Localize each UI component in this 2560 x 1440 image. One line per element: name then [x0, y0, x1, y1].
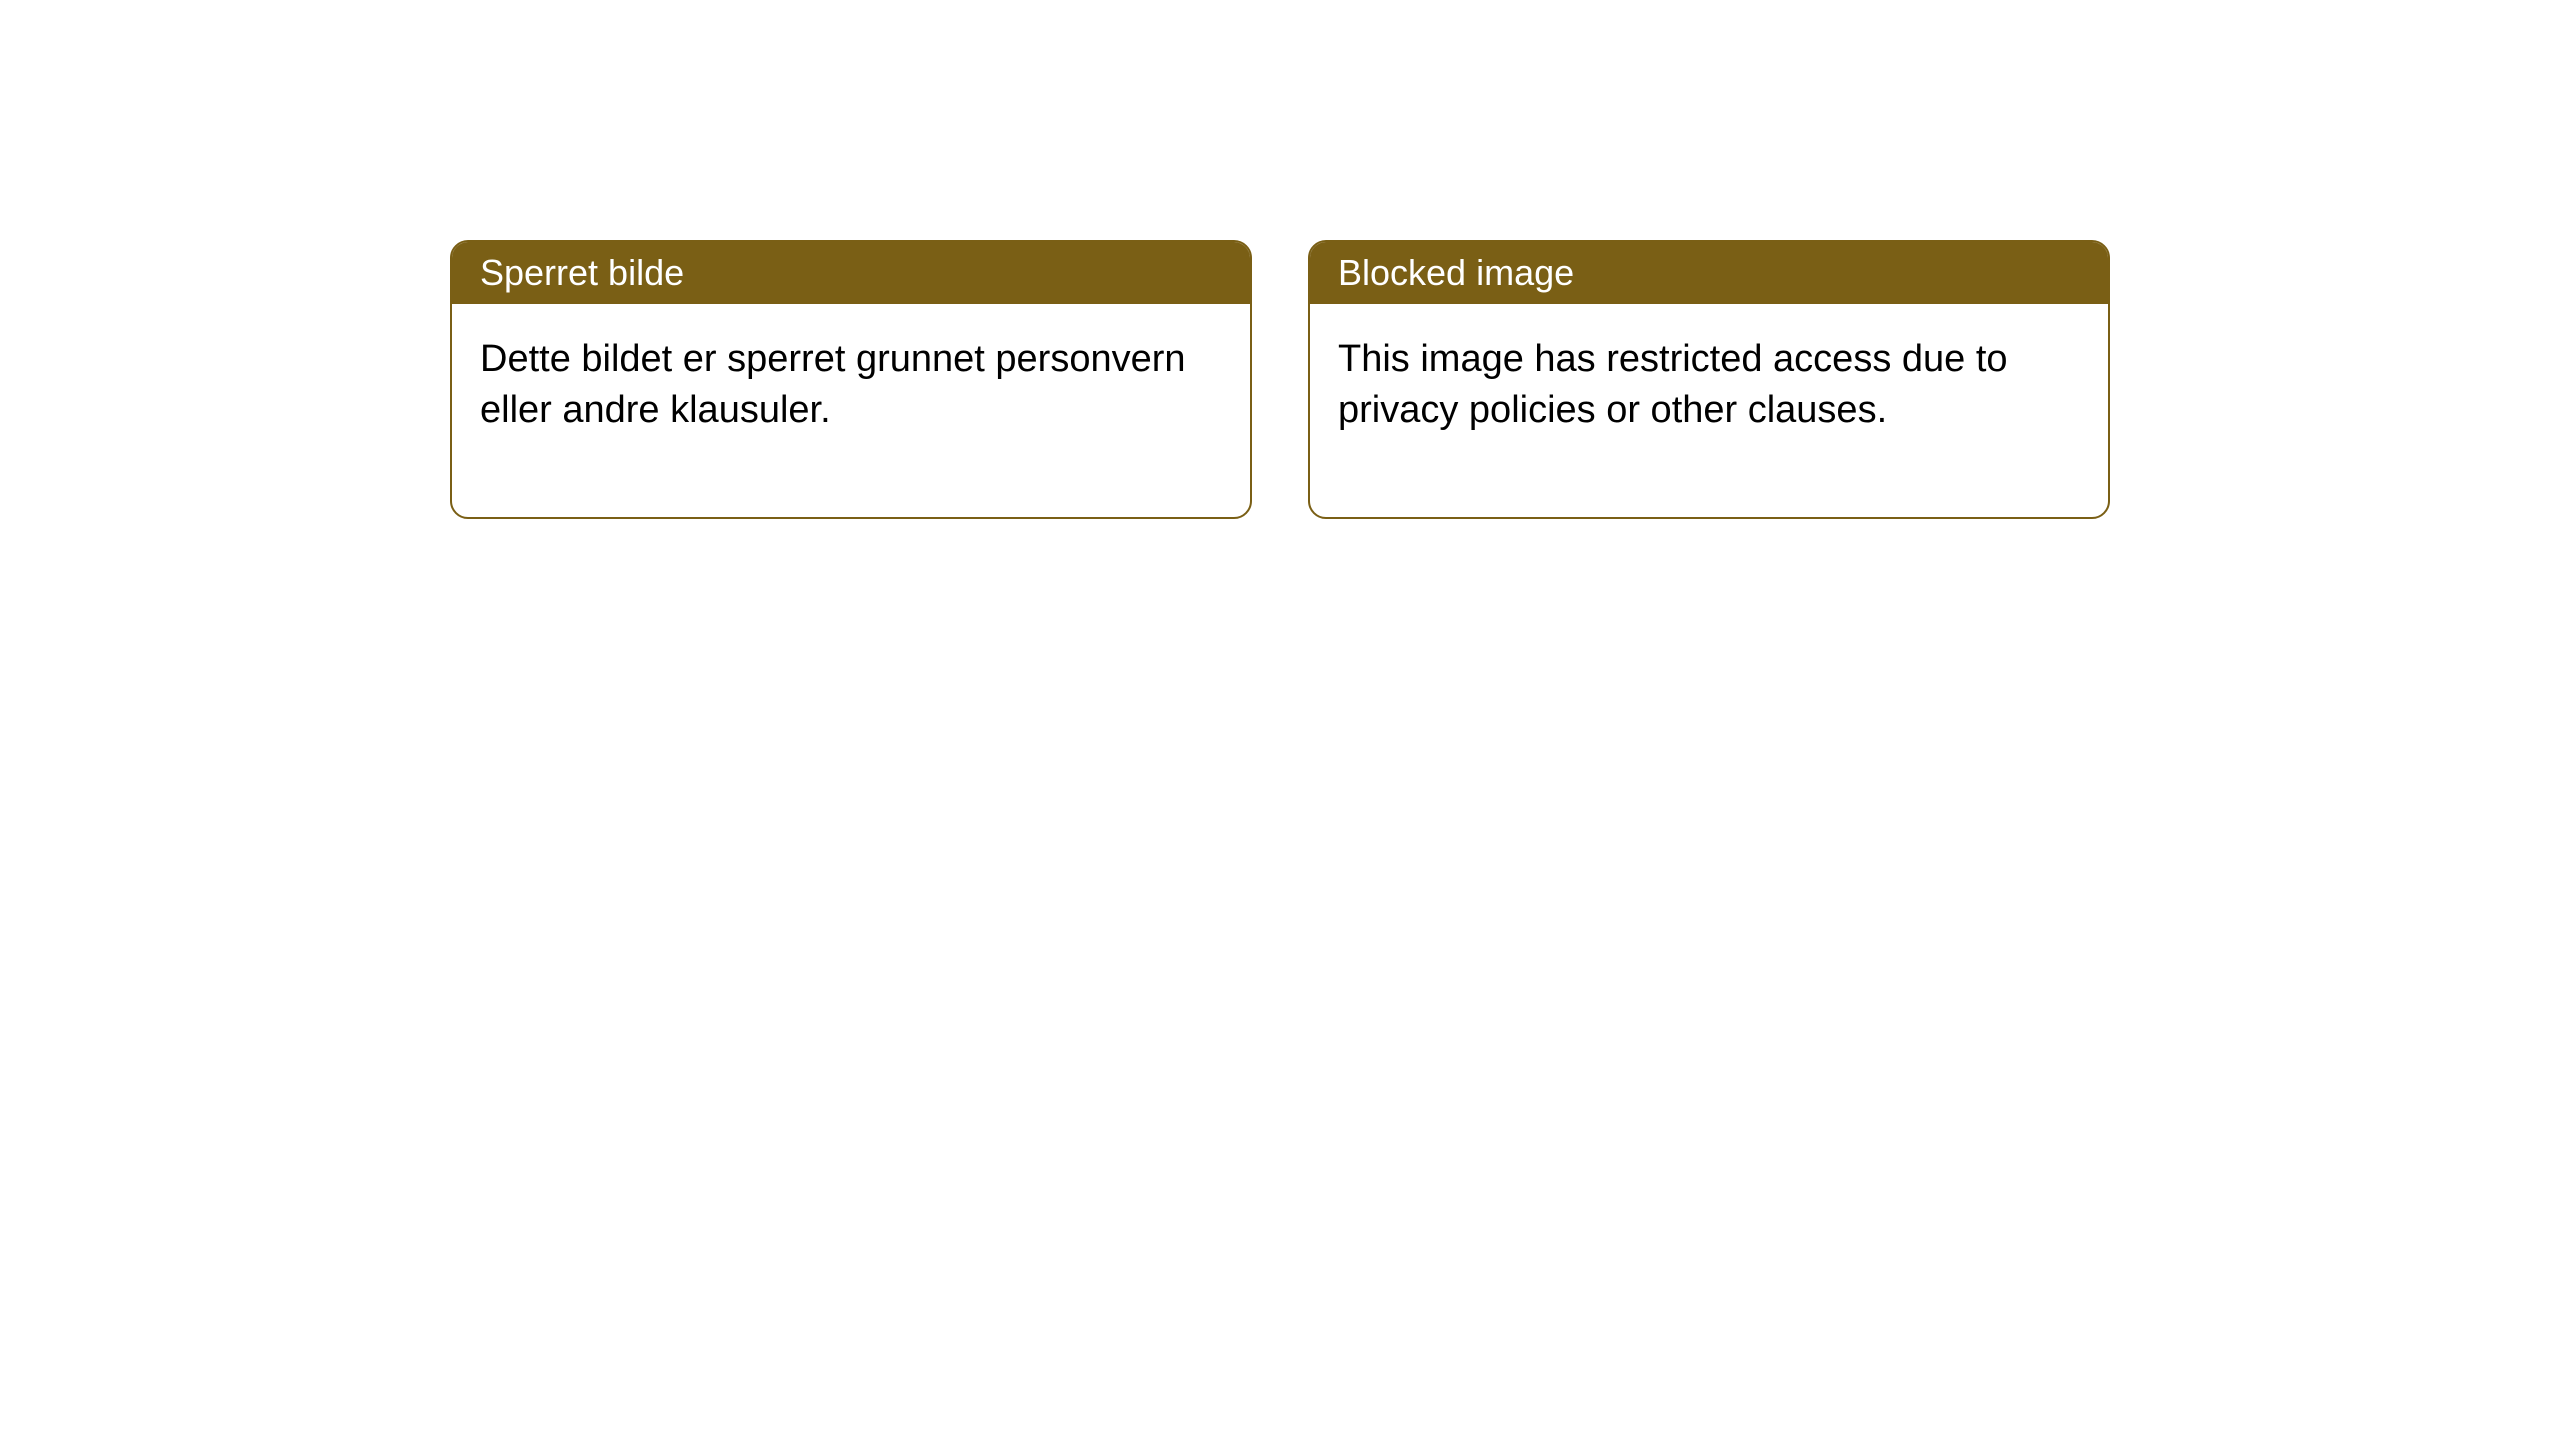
notice-body-norwegian: Dette bildet er sperret grunnet personve… [452, 304, 1250, 517]
notice-container: Sperret bilde Dette bildet er sperret gr… [0, 0, 2560, 519]
notice-header-english: Blocked image [1310, 242, 2108, 304]
notice-card-norwegian: Sperret bilde Dette bildet er sperret gr… [450, 240, 1252, 519]
notice-card-english: Blocked image This image has restricted … [1308, 240, 2110, 519]
notice-header-norwegian: Sperret bilde [452, 242, 1250, 304]
notice-body-english: This image has restricted access due to … [1310, 304, 2108, 517]
